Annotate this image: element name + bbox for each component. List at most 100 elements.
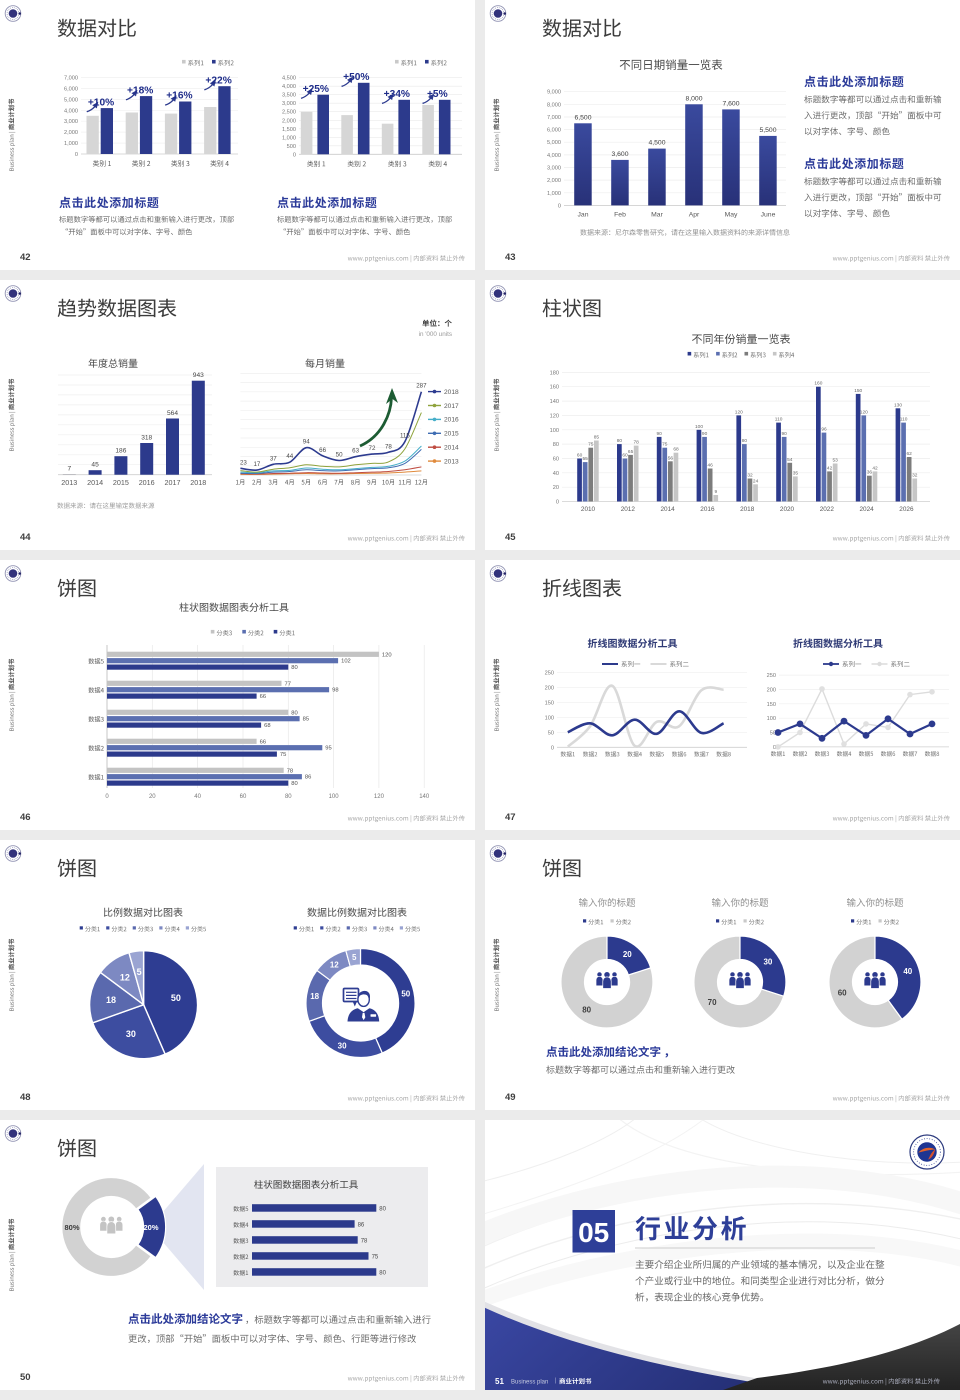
svg-text:47: 47 [505, 812, 516, 823]
svg-text:85: 85 [594, 435, 600, 441]
svg-text:98: 98 [332, 688, 338, 694]
svg-text:5: 5 [137, 967, 142, 977]
svg-text:5,500: 5,500 [759, 127, 776, 134]
svg-text:100: 100 [550, 428, 559, 434]
svg-text:1,500: 1,500 [282, 127, 296, 133]
svg-text:50: 50 [548, 730, 554, 736]
svg-text:17: 17 [253, 461, 260, 468]
svg-text:2012: 2012 [621, 506, 636, 513]
svg-text:63: 63 [352, 448, 359, 455]
svg-text:8,000: 8,000 [685, 95, 702, 102]
svg-text:50: 50 [770, 731, 776, 737]
svg-text:0: 0 [556, 500, 559, 506]
svg-text:45: 45 [91, 462, 99, 469]
svg-text:80: 80 [285, 794, 292, 800]
svg-text:7: 7 [67, 466, 71, 473]
svg-text:42: 42 [872, 465, 878, 471]
svg-text:0: 0 [105, 794, 109, 800]
svg-text:62: 62 [907, 451, 913, 457]
svg-text:Jan: Jan [578, 211, 589, 218]
svg-text:23: 23 [240, 459, 247, 466]
svg-text:2,000: 2,000 [547, 178, 561, 184]
svg-text:250: 250 [767, 673, 776, 679]
svg-text:68: 68 [264, 723, 270, 729]
svg-text:2018: 2018 [740, 506, 755, 513]
svg-text:30: 30 [338, 1041, 347, 1050]
svg-text:35: 35 [793, 470, 799, 476]
svg-text:75: 75 [280, 752, 286, 758]
svg-text:6,000: 6,000 [547, 128, 561, 134]
svg-text:+34%: +34% [384, 89, 410, 100]
svg-text:+18%: +18% [127, 85, 153, 96]
svg-text:6,000: 6,000 [64, 86, 78, 92]
svg-text:+25%: +25% [303, 84, 329, 95]
svg-text:20: 20 [149, 794, 156, 800]
svg-text:36: 36 [867, 470, 873, 476]
svg-text:80%: 80% [64, 1223, 79, 1232]
svg-text:2013: 2013 [444, 458, 459, 465]
svg-text:50: 50 [401, 989, 410, 998]
svg-text:40: 40 [553, 471, 559, 477]
svg-text:80: 80 [291, 710, 297, 716]
svg-text:9,000: 9,000 [547, 90, 561, 96]
svg-text:+10%: +10% [88, 97, 114, 108]
svg-text:200: 200 [767, 688, 776, 694]
svg-text:120: 120 [374, 794, 385, 800]
svg-text:20: 20 [623, 950, 632, 959]
svg-text:90: 90 [702, 431, 708, 437]
svg-text:2018: 2018 [190, 478, 206, 487]
svg-text:85: 85 [303, 717, 309, 723]
svg-text:150: 150 [545, 700, 554, 706]
svg-text:in '000 units: in '000 units [419, 331, 452, 338]
svg-text:4,000: 4,000 [282, 84, 296, 90]
svg-text:40: 40 [194, 794, 201, 800]
svg-text:Business plan: Business plan [511, 1380, 548, 1386]
svg-text:+50%: +50% [343, 72, 369, 83]
svg-text:+22%: +22% [205, 75, 231, 86]
svg-text:7,000: 7,000 [547, 115, 561, 121]
svg-text:500: 500 [287, 144, 296, 150]
svg-text:6,500: 6,500 [574, 114, 591, 121]
svg-text:90: 90 [657, 431, 663, 437]
svg-text:5,000: 5,000 [547, 140, 561, 146]
svg-text:75: 75 [372, 1255, 379, 1261]
svg-text:0: 0 [551, 745, 554, 751]
svg-text:0: 0 [558, 203, 561, 209]
svg-text:8,000: 8,000 [547, 102, 561, 108]
svg-text:2010: 2010 [581, 506, 596, 513]
svg-text:130: 130 [894, 402, 902, 408]
svg-text:150: 150 [767, 702, 776, 708]
svg-text:102: 102 [341, 659, 351, 665]
svg-text:40: 40 [903, 967, 912, 976]
svg-text:564: 564 [167, 410, 178, 417]
svg-text:37: 37 [270, 455, 277, 462]
svg-text:2013: 2013 [61, 478, 77, 487]
svg-text:0: 0 [75, 152, 78, 158]
svg-text:2,000: 2,000 [282, 118, 296, 124]
svg-text:100: 100 [329, 794, 340, 800]
svg-text:4,500: 4,500 [282, 76, 296, 82]
svg-text:160: 160 [550, 385, 559, 391]
svg-text:1,000: 1,000 [282, 135, 296, 141]
svg-text:78: 78 [634, 440, 640, 446]
svg-text:120: 120 [860, 409, 868, 415]
svg-text:2017: 2017 [165, 478, 181, 487]
svg-text:53: 53 [833, 458, 839, 464]
svg-text:66: 66 [260, 694, 266, 700]
svg-text:+5%: +5% [427, 89, 448, 100]
svg-text:150: 150 [854, 388, 862, 394]
svg-text:54: 54 [787, 457, 793, 463]
svg-text:95: 95 [325, 746, 331, 752]
svg-text:78: 78 [287, 768, 293, 774]
svg-text:100: 100 [695, 424, 703, 430]
svg-text:60: 60 [577, 453, 583, 459]
svg-text:Feb: Feb [614, 211, 626, 218]
svg-text:75: 75 [588, 442, 594, 448]
svg-text:2014: 2014 [660, 506, 675, 513]
svg-text:65: 65 [628, 449, 634, 455]
svg-text:2,000: 2,000 [64, 130, 78, 136]
svg-text:80: 80 [742, 438, 748, 444]
svg-text:4,000: 4,000 [64, 108, 78, 114]
svg-text:70: 70 [708, 998, 717, 1007]
svg-text:1,000: 1,000 [64, 141, 78, 147]
